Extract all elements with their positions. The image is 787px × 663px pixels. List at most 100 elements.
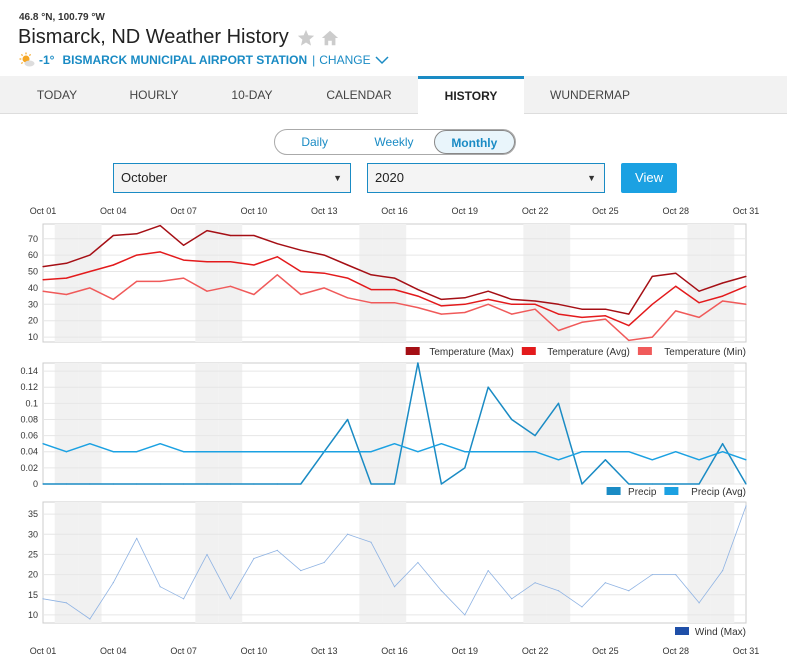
- weekly-button[interactable]: Weekly: [374, 135, 414, 149]
- data-point: [370, 274, 372, 276]
- data-point: [604, 308, 607, 310]
- tab-hourly[interactable]: HOURLY: [129, 88, 179, 102]
- weekend-band: [687, 224, 711, 342]
- data-point: [675, 451, 677, 453]
- period-toggle: Daily Weekly Monthly: [274, 129, 516, 155]
- data-point: [276, 549, 278, 552]
- data-point: [651, 574, 653, 576]
- weekend-band: [54, 224, 79, 342]
- x-tick-label-top: Oct 16: [381, 206, 408, 216]
- weekend-band: [195, 363, 219, 484]
- coordinates: 46.8 °N, 100.79 °W: [19, 12, 105, 23]
- data-point: [487, 386, 489, 388]
- series-line-1: [43, 362, 747, 485]
- station-link[interactable]: BISMARCK MUNICIPAL AIRPORT STATION: [62, 53, 308, 67]
- data-point: [136, 254, 138, 256]
- data-point: [136, 537, 138, 539]
- data-point: [253, 557, 255, 560]
- change-link[interactable]: CHANGE: [319, 53, 389, 67]
- data-point: [89, 483, 91, 485]
- data-point: [581, 316, 583, 319]
- x-tick-label-bottom: Oct 04: [100, 646, 127, 656]
- month-select[interactable]: October ▼: [113, 163, 351, 193]
- favorite-star-icon[interactable]: [297, 29, 315, 47]
- data-point: [721, 443, 724, 445]
- data-point: [300, 451, 302, 453]
- data-point: [534, 435, 536, 437]
- data-point: [229, 285, 232, 287]
- data-point: [604, 459, 607, 461]
- tab-today[interactable]: TODAY: [36, 88, 78, 102]
- data-point: [393, 302, 396, 304]
- year-select-value: 2020: [375, 170, 404, 185]
- data-point: [464, 451, 466, 453]
- data-point: [276, 243, 278, 245]
- data-point: [276, 256, 278, 258]
- data-point: [651, 303, 653, 305]
- data-point: [112, 264, 114, 266]
- data-point: [229, 451, 232, 453]
- x-tick-label-top: Oct 28: [662, 206, 689, 216]
- x-tick-label-bottom: Oct 10: [241, 646, 268, 656]
- data-point: [721, 282, 724, 284]
- series-line-1: [42, 224, 747, 315]
- x-tick-label-bottom: Oct 19: [452, 646, 479, 656]
- data-point: [604, 582, 607, 584]
- weekend-band: [382, 502, 407, 623]
- data-point: [370, 288, 372, 291]
- tab-10-day[interactable]: 10-DAY: [231, 88, 273, 102]
- data-point: [487, 569, 489, 572]
- tab-bar: TODAY HOURLY 10-DAY CALENDAR HISTORY WUN…: [0, 76, 787, 115]
- view-button[interactable]: View: [621, 163, 677, 193]
- data-point: [511, 303, 513, 305]
- data-point: [89, 618, 91, 620]
- data-point: [206, 261, 208, 263]
- data-point: [581, 451, 583, 453]
- series-line-2: [42, 442, 747, 461]
- data-point: [440, 305, 442, 307]
- monthly-button[interactable]: Monthly: [433, 130, 515, 154]
- chart-panel-2: 0 0.02 0.04 0.06 0.08 0.1 0.12 0.14: [20, 362, 747, 489]
- y-tick-label: 0.06: [20, 431, 38, 441]
- tab-wundermap[interactable]: WUNDERMAP: [550, 88, 630, 102]
- tab-calendar[interactable]: CALENDAR: [326, 88, 392, 102]
- y-tick-label: 0.12: [20, 382, 38, 392]
- data-point: [534, 308, 536, 310]
- data-point: [440, 298, 442, 300]
- data-point: [628, 483, 630, 485]
- data-point: [393, 443, 396, 445]
- home-icon[interactable]: [321, 29, 339, 47]
- plot-area: [42, 501, 747, 624]
- data-point: [323, 561, 325, 564]
- data-point: [534, 300, 536, 302]
- daily-button[interactable]: Daily: [301, 135, 328, 149]
- y-tick-label: 30: [28, 299, 38, 309]
- data-point: [651, 459, 653, 461]
- data-point: [511, 418, 513, 421]
- x-tick-label-bottom: Oct 22: [522, 646, 549, 656]
- data-point: [698, 290, 700, 292]
- weekend-band: [359, 224, 383, 342]
- data-point: [604, 315, 607, 317]
- weekend-band: [54, 502, 79, 623]
- data-point: [604, 451, 607, 453]
- y-tick-label: 0: [33, 479, 38, 489]
- year-select[interactable]: 2020 ▼: [367, 163, 605, 193]
- data-point: [323, 451, 325, 453]
- data-point: [557, 313, 560, 315]
- data-point: [112, 451, 114, 453]
- data-point: [557, 590, 560, 592]
- data-point: [183, 259, 185, 261]
- y-tick-label: 0.04: [20, 447, 38, 457]
- data-point: [745, 303, 747, 305]
- data-point: [464, 311, 466, 314]
- data-point: [628, 339, 630, 341]
- data-point: [393, 288, 396, 291]
- data-point: [534, 582, 536, 584]
- data-point: [347, 451, 349, 453]
- weekend-band: [218, 502, 243, 623]
- weekend-band: [523, 363, 547, 484]
- tab-history[interactable]: HISTORY: [418, 76, 524, 115]
- data-point: [628, 451, 630, 453]
- weekend-band: [710, 224, 735, 342]
